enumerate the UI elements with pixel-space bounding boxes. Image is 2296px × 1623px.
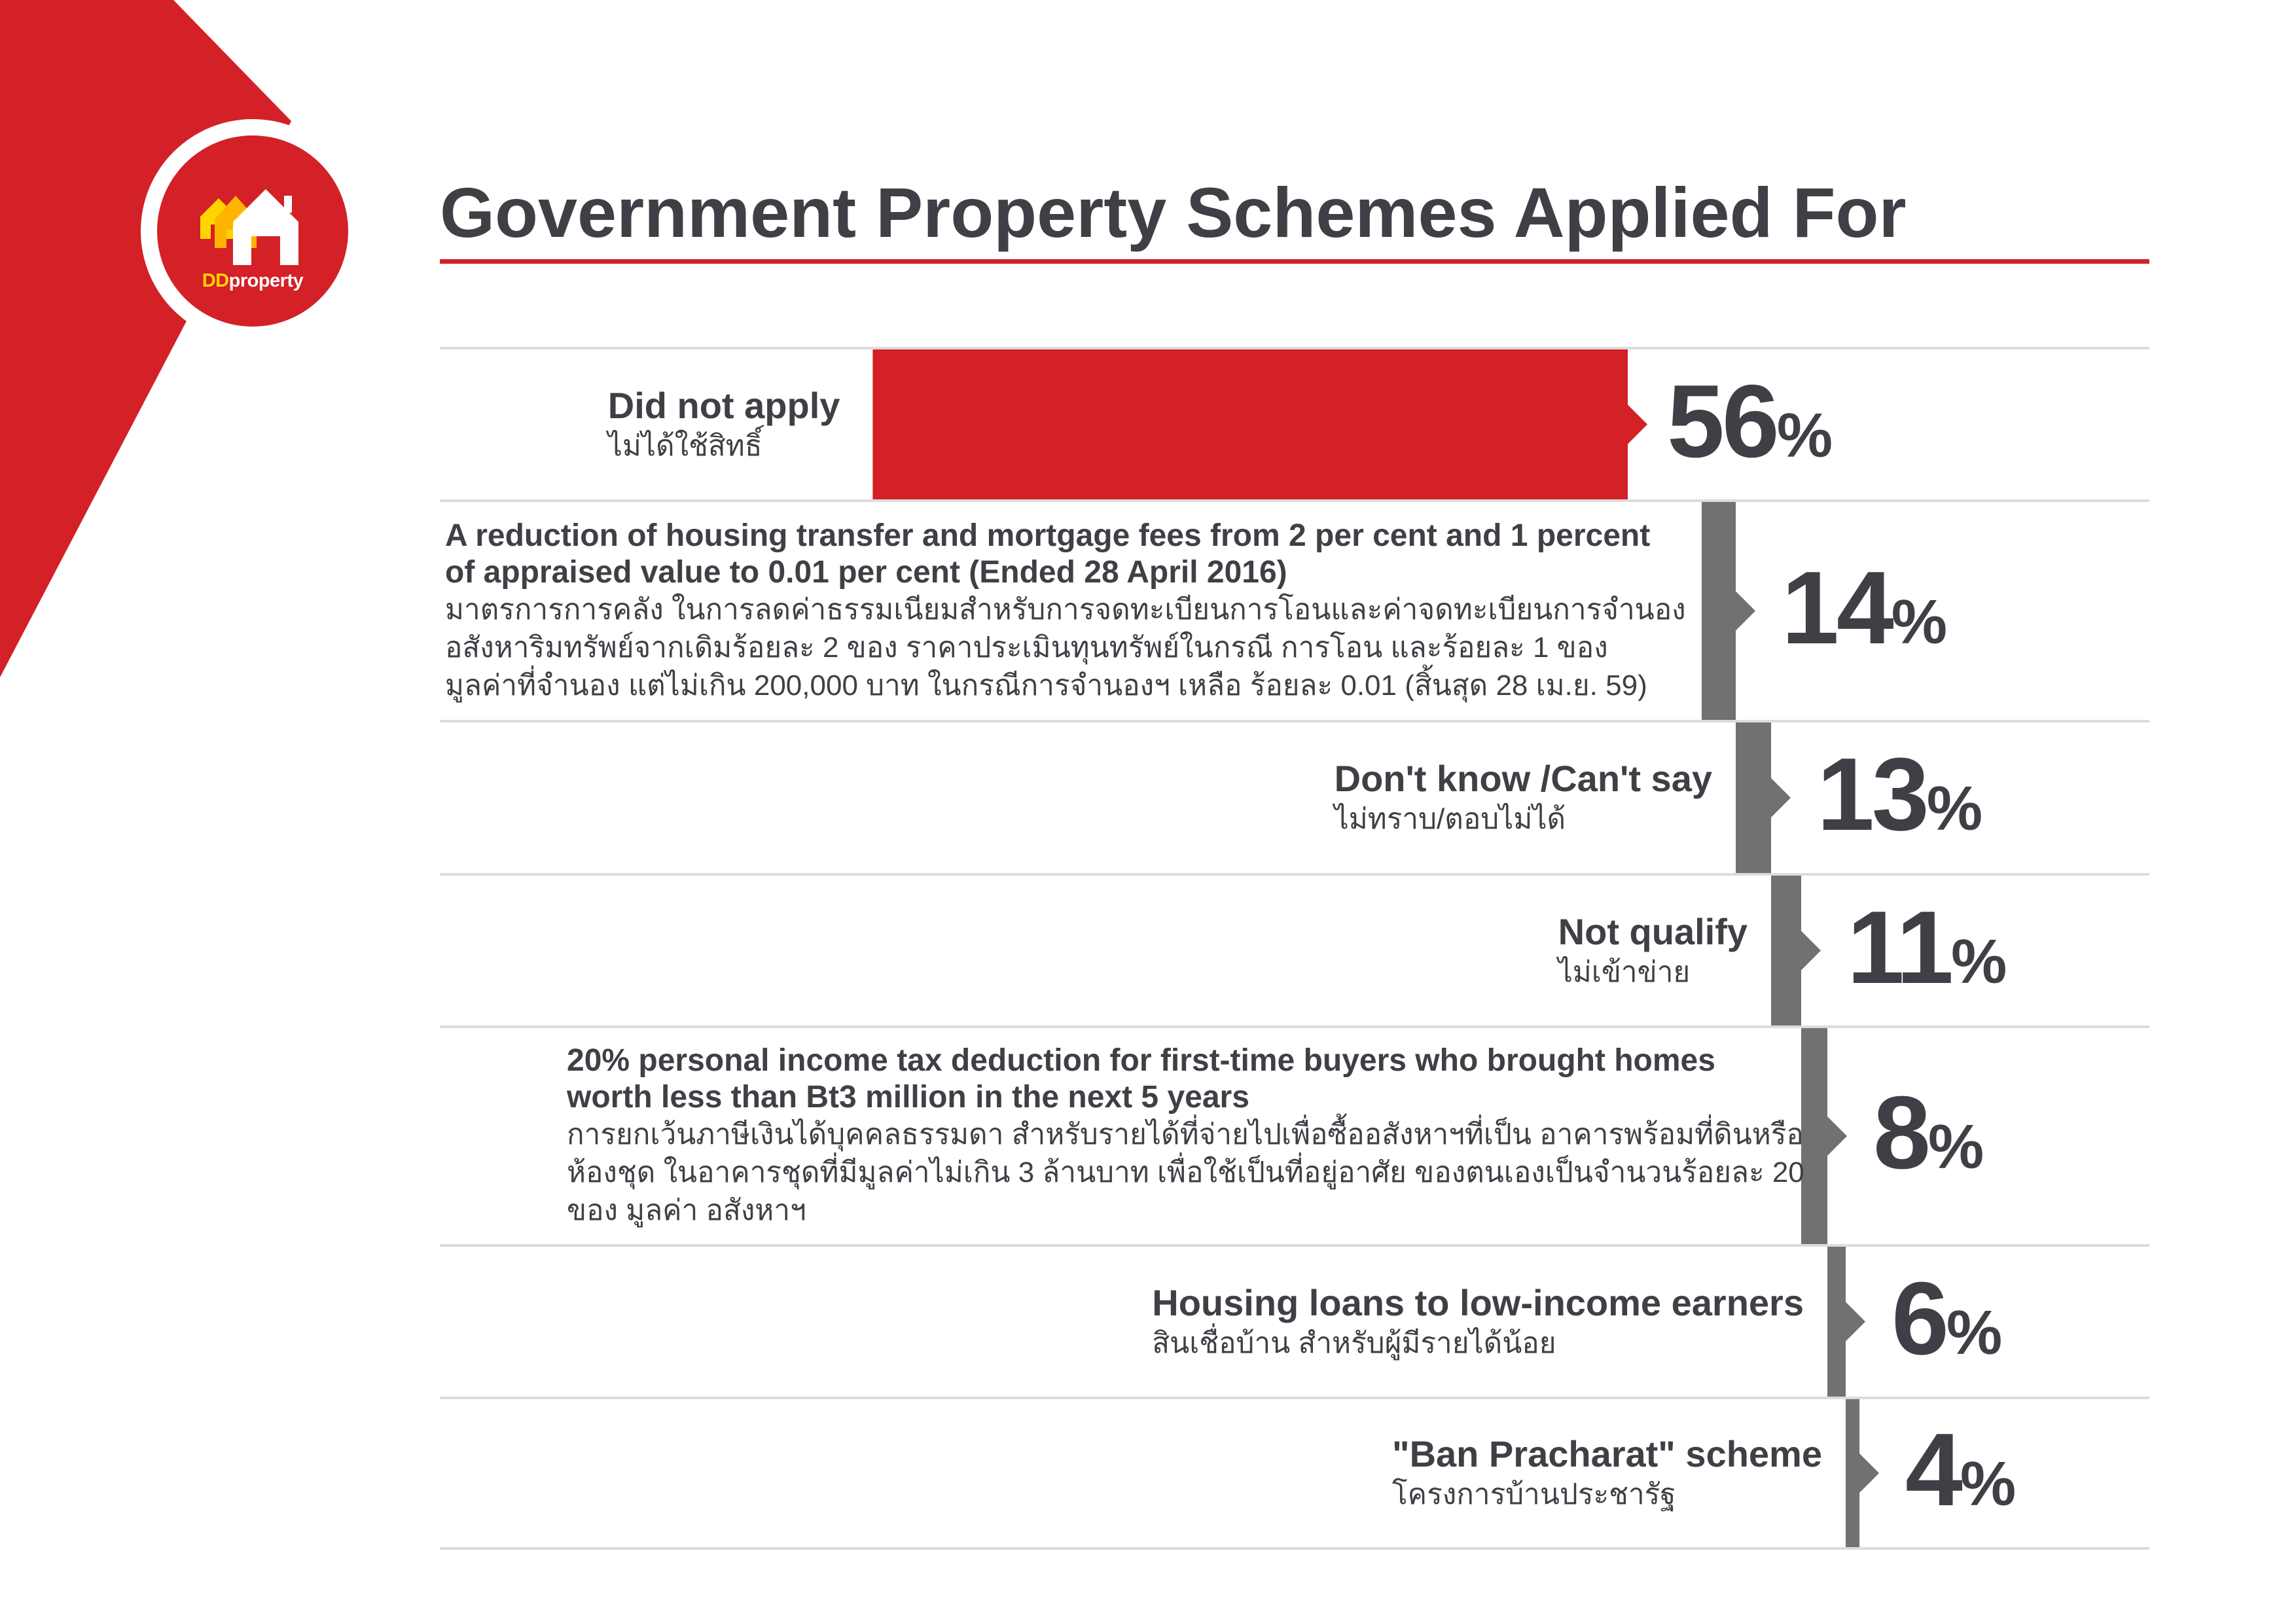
- value-number: 6: [1892, 1260, 1949, 1376]
- bar: [1846, 1399, 1879, 1547]
- value-number: 13: [1817, 737, 1929, 852]
- value-number: 4: [1905, 1412, 1963, 1527]
- label-english: Don't know /Can't say: [1334, 758, 1712, 799]
- label-english: Not qualify: [1558, 910, 1748, 952]
- bar: [1771, 876, 1821, 1026]
- label-english: 20% personal income tax deduction for fi…: [567, 1043, 1715, 1078]
- label-english: of appraised value to 0.01 per cent (End…: [445, 554, 1287, 590]
- bar: [1827, 1247, 1865, 1397]
- row-label: Not qualify ไม่เข้าข่าย: [1558, 910, 1748, 991]
- row-separator: [440, 1244, 2149, 1247]
- value-label: 11%: [1847, 896, 2007, 999]
- row-label: A reduction of housing transfer and mort…: [445, 518, 1686, 705]
- logo-text-property: property: [228, 270, 304, 291]
- row-label: "Ban Pracharat" scheme โครงการบ้านประชารั…: [1392, 1433, 1822, 1514]
- bar: [872, 349, 1647, 499]
- row-separator: [440, 873, 2149, 876]
- row-label: Housing loans to low-income earners สินเช…: [1152, 1281, 1804, 1363]
- percent-sign: %: [1951, 926, 2007, 997]
- bar: [1801, 1028, 1847, 1244]
- percent-sign: %: [1946, 1297, 2003, 1368]
- label-english: worth less than Bt3 million in the next …: [567, 1080, 1249, 1115]
- value-label: 8%: [1873, 1081, 1984, 1185]
- row-separator: [440, 499, 2149, 502]
- page-title: Government Property Schemes Applied For: [440, 173, 1907, 252]
- value-number: 8: [1873, 1075, 1931, 1190]
- label-thai: โครงการบ้านประชารัฐ: [1392, 1478, 1676, 1510]
- label-english: "Ban Pracharat" scheme: [1392, 1433, 1822, 1474]
- label-thai: สินเชื่อบ้าน สำหรับผู้มีรายได้น้อย: [1152, 1327, 1556, 1359]
- houses-icon: [200, 189, 298, 265]
- value-label: 4%: [1905, 1418, 2016, 1522]
- value-label: 13%: [1817, 743, 1982, 846]
- bar: [1736, 722, 1791, 873]
- label-english: Housing loans to low-income earners: [1152, 1281, 1804, 1323]
- label-thai: ของ มูลค่า อสังหาฯ: [567, 1194, 806, 1226]
- label-thai: มาตรการการคลัง ในการลดค่าธรรมเนียมสำหรับ…: [445, 593, 1686, 626]
- row-separator: [440, 720, 2149, 722]
- row-label: 20% personal income tax deduction for fi…: [567, 1043, 1804, 1230]
- label-thai: การยกเว้นภาษีเงินได้บุคคลธรรมดา สำหรับรา…: [567, 1118, 1804, 1150]
- value-number: 56: [1667, 363, 1780, 479]
- label-thai: ไม่ได้ใช้สิทธิ์: [607, 429, 762, 462]
- label-thai: มูลค่าที่จำนอง แต่ไม่เกิน 200,000 บาท ใน…: [445, 669, 1647, 702]
- percent-sign: %: [1960, 1449, 2017, 1519]
- row-separator: [440, 1026, 2149, 1028]
- value-number: 14: [1782, 550, 1894, 666]
- label-thai: ไม่ทราบ/ตอบไม่ได้: [1334, 803, 1566, 835]
- ddproperty-logo[interactable]: DDproperty: [141, 119, 365, 343]
- label-english: Did not apply: [607, 384, 840, 426]
- label-thai: ห้องชุด ในอาคารชุดที่มีมูลค่าไม่เกิน 3 ล…: [567, 1156, 1804, 1188]
- percent-sign: %: [1926, 774, 1983, 844]
- row-label: Did not apply ไม่ได้ใช้สิทธิ์: [608, 384, 840, 465]
- value-label: 6%: [1892, 1267, 2002, 1370]
- bar: [1702, 502, 1755, 720]
- logo-text-dd: DD: [202, 270, 229, 291]
- label-thai: อสังหาริมทรัพย์จากเดิมร้อยละ 2 ของ ราคาป…: [445, 631, 1608, 664]
- logo-badge: DDproperty: [157, 135, 348, 327]
- percent-sign: %: [1891, 586, 1948, 657]
- value-number: 11: [1847, 889, 1954, 1005]
- row-separator: [440, 1547, 2149, 1550]
- row-separator: [440, 347, 2149, 349]
- logo-wordmark: DDproperty: [157, 270, 348, 292]
- percent-sign: %: [1928, 1112, 1984, 1182]
- row-separator: [440, 1397, 2149, 1399]
- row-label: Don't know /Can't say ไม่ทราบ/ตอบไม่ได้: [1335, 757, 1712, 838]
- value-label: 14%: [1782, 556, 1947, 660]
- percent-sign: %: [1776, 400, 1833, 471]
- label-english: A reduction of housing transfer and mort…: [445, 518, 1651, 553]
- title-underline: [440, 259, 2149, 264]
- value-label: 56%: [1667, 370, 1833, 473]
- label-thai: ไม่เข้าข่าย: [1558, 955, 1691, 988]
